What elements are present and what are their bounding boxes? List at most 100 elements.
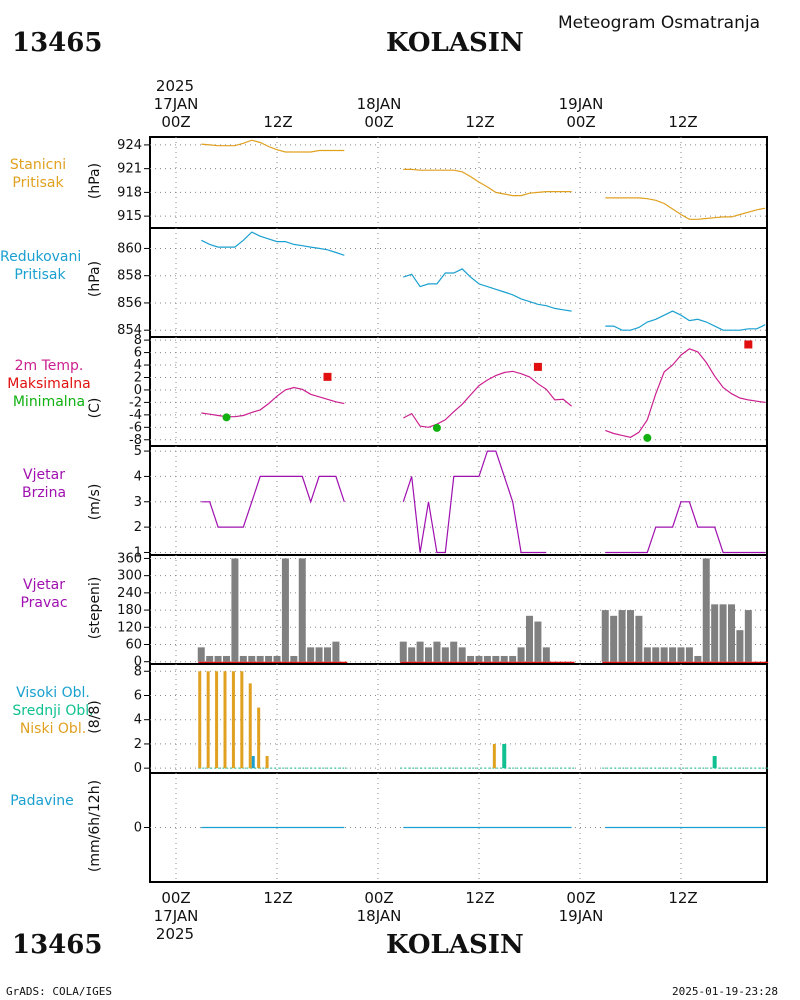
bottom-hour-1: 00Z: [161, 889, 191, 907]
temp-series-1: [403, 370, 572, 428]
wind-dir-bar-1-5: [441, 647, 449, 662]
pressure-ytick-label-1: 921: [117, 162, 142, 177]
wind-dir-bar-2-15: [728, 604, 735, 662]
wind-dir-bar-1-0: [399, 641, 407, 662]
wind-dir-bar-0-10: [281, 558, 289, 662]
wind-dir-bar-1-4: [433, 641, 441, 662]
wind-dir-bar-2-8: [669, 647, 677, 662]
label-precip-line-1: Padavine: [10, 793, 74, 809]
clouds-low-bar-1: [206, 671, 210, 769]
wind-dir-bar-2-0: [601, 610, 609, 662]
temp-ytick-label-1: 6: [134, 346, 142, 361]
pressure-series-2: [605, 197, 766, 220]
clouds-low-bar-7: [257, 707, 261, 769]
label-wind-dir-line-1: Vjetar: [23, 577, 65, 593]
label-pressure-line-2: Pritisak: [12, 175, 64, 191]
wind-dir-bar-2-10: [685, 647, 693, 662]
clouds-mid-bar-0: [502, 743, 507, 769]
wind-dir-bar-1-17: [542, 647, 550, 662]
header-title: Meteogram Osmatranja: [558, 13, 761, 33]
wind-speed-ytick-label-3: 2: [134, 520, 142, 535]
wind-dir-bar-2-2: [618, 610, 626, 662]
wind-dir-bar-2-4: [635, 615, 643, 662]
clouds-ytick-label-4: 0: [134, 761, 142, 776]
clouds-low-bar-2: [215, 671, 219, 769]
wind-speed-series-1: [402, 450, 547, 554]
clouds-low-bar-5: [240, 671, 244, 769]
top-hour-2: 12Z: [263, 113, 293, 131]
wind-dir-bar-2-9: [677, 647, 685, 662]
wind-dir-bar-1-7: [458, 647, 466, 662]
pressure-series-1: [403, 168, 572, 197]
reduced-series-0: [201, 231, 345, 256]
temp-ytick-label-5: -2: [129, 395, 142, 410]
wind-dir-bar-0-11: [290, 655, 298, 662]
bottom-hour-6: 12Z: [668, 889, 698, 907]
reduced-ytick-label-3: 854: [117, 323, 142, 338]
wind-dir-bar-2-1: [610, 615, 618, 662]
wind-dir-ytick-label-6: 0: [134, 655, 142, 670]
reduced-series-2: [605, 310, 766, 331]
temp-series-2: [605, 348, 766, 438]
top-hour-1: 00Z: [161, 113, 191, 131]
temp-series-0: [201, 386, 345, 418]
wind-speed-series-2: [605, 501, 766, 554]
top-day-2: 18JAN: [356, 95, 402, 113]
top-hour-6: 12Z: [668, 113, 698, 131]
top-hour-4: 12Z: [465, 113, 495, 131]
wind-dir-bar-0-3: [223, 655, 230, 662]
header-station-id: 13465: [12, 28, 103, 58]
bottom-hour-4: 12Z: [465, 889, 495, 907]
wind-dir-bar-1-8: [467, 655, 475, 662]
wind-dir-bar-0-7: [256, 655, 264, 662]
wind-dir-bar-1-16: [534, 621, 542, 662]
top-hour-5: 00Z: [566, 113, 596, 131]
footer-station-name: KOLASIN: [386, 930, 524, 960]
wind-dir-bar-1-12: [500, 655, 508, 662]
label-temp-line-1: 2m Temp.: [14, 358, 84, 374]
bottom-year: 2025: [155, 925, 195, 943]
wind-dir-bar-1-10: [483, 655, 491, 662]
wind-dir-ytick-label-1: 300: [117, 569, 142, 584]
clouds-low-bar-9: [492, 743, 496, 769]
wind-dir-bar-1-13: [509, 655, 517, 662]
clouds-high-bar-0: [251, 756, 255, 769]
label-wind-dir: Vjetar Pravac: [0, 576, 88, 612]
wind-dir-bar-0-9: [273, 655, 281, 662]
footer-station-id: 13465: [12, 930, 103, 960]
wind-speed-ytick-label-1: 4: [134, 469, 142, 484]
temp-min-marker-1: [432, 423, 441, 432]
temp-max-marker-2: [744, 340, 753, 349]
label-reduced-line-2: Pritisak: [14, 267, 66, 283]
wind-dir-bar-0-5: [239, 655, 247, 662]
reduced-frame: [149, 227, 768, 338]
wind-dir-bar-0-6: [248, 655, 256, 662]
label-clouds-line-1: Visoki Obl.: [16, 685, 90, 701]
temp-min-marker-0: [222, 413, 231, 422]
bottom-day-2: 18JAN: [356, 907, 402, 925]
top-year: 2025: [155, 77, 195, 95]
wind-speed-ytick-label-2: 3: [134, 495, 142, 510]
wind-dir-bar-0-14: [315, 647, 323, 662]
temp-ytick-label-8: -8: [129, 433, 142, 448]
label-temp-line-2: Maksimalna: [7, 376, 91, 392]
label-temp-line-3: Minimalna: [12, 394, 86, 410]
wind-dir-bar-0-15: [324, 647, 331, 662]
pressure-ytick-label-0: 924: [117, 138, 142, 153]
clouds-ytick-label-2: 4: [134, 713, 142, 728]
temp-ytick-label-6: -4: [129, 408, 142, 423]
reduced-ytick-label-1: 858: [117, 269, 142, 284]
wind-dir-ytick-label-4: 120: [117, 620, 142, 635]
label-wind-speed-line-2: Brzina: [21, 485, 67, 501]
label-clouds-line-3: Niski Obl.: [19, 721, 87, 737]
pressure-ytick-label-3: 915: [117, 209, 142, 224]
footer-timestamp: 2025-01-19-23:28: [672, 985, 778, 998]
temp-ytick-label-3: 2: [134, 370, 142, 385]
wind-dir-bar-2-17: [744, 610, 752, 662]
wind-dir-bar-0-8: [265, 655, 273, 662]
wind-dir-bar-2-14: [719, 604, 727, 662]
wind-dir-ytick-label-2: 240: [117, 586, 142, 601]
wind-dir-bar-1-14: [517, 647, 525, 662]
wind-dir-bar-0-13: [307, 647, 315, 662]
header-station-name: KOLASIN: [386, 28, 524, 58]
